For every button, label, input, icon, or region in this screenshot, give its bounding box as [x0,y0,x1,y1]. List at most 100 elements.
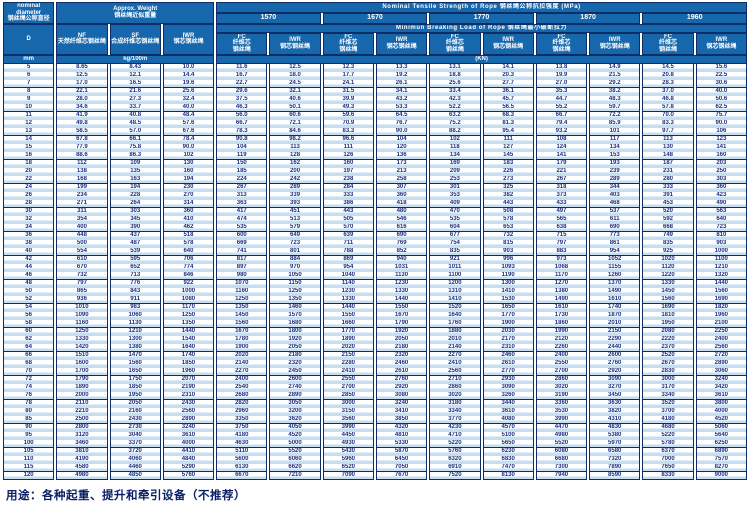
value-cell: 1790 [375,319,428,328]
value-cell: 3700 [642,407,694,416]
value-cell: 638 [535,223,588,232]
value-cell: 846 [162,271,215,280]
value-cell: 4080 [482,415,534,424]
value-cell: 1820 [695,303,747,312]
value-cell: 2730 [109,423,161,432]
value-cell: 1080 [162,295,215,304]
value-cell: 126 [322,151,374,160]
value-cell: 713 [109,271,161,280]
value-cell: 865 [56,287,108,296]
value-cell: 453 [642,199,694,208]
value-cell: 578 [482,215,534,224]
value-cell: 723 [269,239,321,248]
value-cell: 1440 [162,327,215,336]
value-cell: 2760 [589,359,641,368]
value-cell: 1200 [429,279,481,288]
value-cell: 2370 [642,343,694,352]
value-cell: 2930 [482,375,534,384]
table-row: 40 554 539 640 741 801 788 852 835 903 883 954 925 10… [3,247,747,256]
value-cell: 4930 [322,439,374,448]
value-cell: 2720 [695,351,747,360]
value-cell: 6670 [216,471,268,480]
value-cell: 563 [695,207,747,216]
value-cell: 1440 [695,279,747,288]
value-cell: 2770 [482,367,534,376]
value-cell: 2500 [56,415,108,424]
value-cell: 1780 [216,335,268,344]
value-cell: 500 [56,239,108,248]
value-cell: 72.2 [589,111,641,120]
value-cell: 120 [375,143,428,152]
value-cell: 1470 [109,351,161,360]
value-cell: 1610 [589,295,641,304]
value-cell: 1160 [56,319,108,328]
value-cell: 640 [162,247,215,256]
value-cell: 8.43 [109,63,161,72]
value-cell: 5960 [322,455,374,464]
value-cell: 1920 [375,327,428,336]
value-cell: 2400 [535,351,588,360]
value-cell: 3850 [375,415,428,424]
value-cell: 96.6 [322,135,374,144]
value-cell: 2140 [429,343,481,352]
value-cell: 690 [589,223,641,232]
value-cell: 3800 [695,399,747,408]
value-cell: 1350 [162,319,215,328]
value-cell: 20.8 [642,71,694,80]
value-cell: 788 [322,247,374,256]
value-cell: 903 [695,239,747,248]
value-cell: 4060 [109,455,161,464]
value-cell: 209 [429,167,481,176]
value-cell: 1530 [482,295,534,304]
value-cell: 497 [535,207,588,216]
value-cell: 1220 [642,271,694,280]
value-cell: 1350 [216,303,268,312]
value-cell: 66.7 [216,119,268,128]
value-cell: 123 [695,135,747,144]
diameter-cell: 54 [3,303,55,312]
value-cell: 2800 [56,423,108,432]
value-cell: 101 [589,127,641,136]
value-cell: 38.2 [589,87,641,96]
diameter-cell: 50 [3,287,55,296]
value-cell: 12.5 [56,71,108,80]
value-cell: 4850 [109,471,161,480]
value-cell: 185 [216,167,268,176]
value-cell: 1350 [269,295,321,304]
value-cell: 2410 [429,359,481,368]
diameter-cell: 18 [3,159,55,168]
value-cell: 2050 [269,343,321,352]
value-cell: 1550 [322,311,374,320]
value-cell: 6580 [589,447,641,456]
value-cell: 565 [535,215,588,224]
value-cell: 508 [482,207,534,216]
value-cell: 1460 [269,303,321,312]
value-cell: 437 [109,231,161,240]
value-cell: 954 [589,247,641,256]
value-cell: 1320 [695,271,747,280]
value-cell: 4580 [56,463,108,472]
value-cell: 32.1 [269,87,321,96]
diameter-cell: 110 [3,455,55,464]
value-cell: 37.0 [642,87,694,96]
value-cell: 2310 [162,391,215,400]
grade-1670-header: 1670 [322,12,428,24]
value-cell: 49.3 [322,103,374,112]
value-cell: 41.9 [56,111,108,120]
diameter-cell: 38 [3,239,55,248]
table-row: 70 1700 1650 1960 2270 2450 2410 2610 2560 2770 27… [3,367,747,376]
diameter-cell: 9 [3,95,55,104]
value-cell: 12.3 [322,63,374,72]
value-cell: 1210 [109,327,161,336]
value-cell: 835 [429,247,481,256]
value-cell: 1510 [56,351,108,360]
value-cell: 390 [109,223,161,232]
value-cell: 13.3 [375,63,428,72]
value-cell: 2270 [429,351,481,360]
fc-subheader-1870: FC 纤维芯 钢丝绳 [535,32,588,55]
value-cell: 141 [535,151,588,160]
value-cell: 63.2 [429,111,481,120]
value-cell: 253 [429,175,481,184]
value-cell: 443 [482,199,534,208]
